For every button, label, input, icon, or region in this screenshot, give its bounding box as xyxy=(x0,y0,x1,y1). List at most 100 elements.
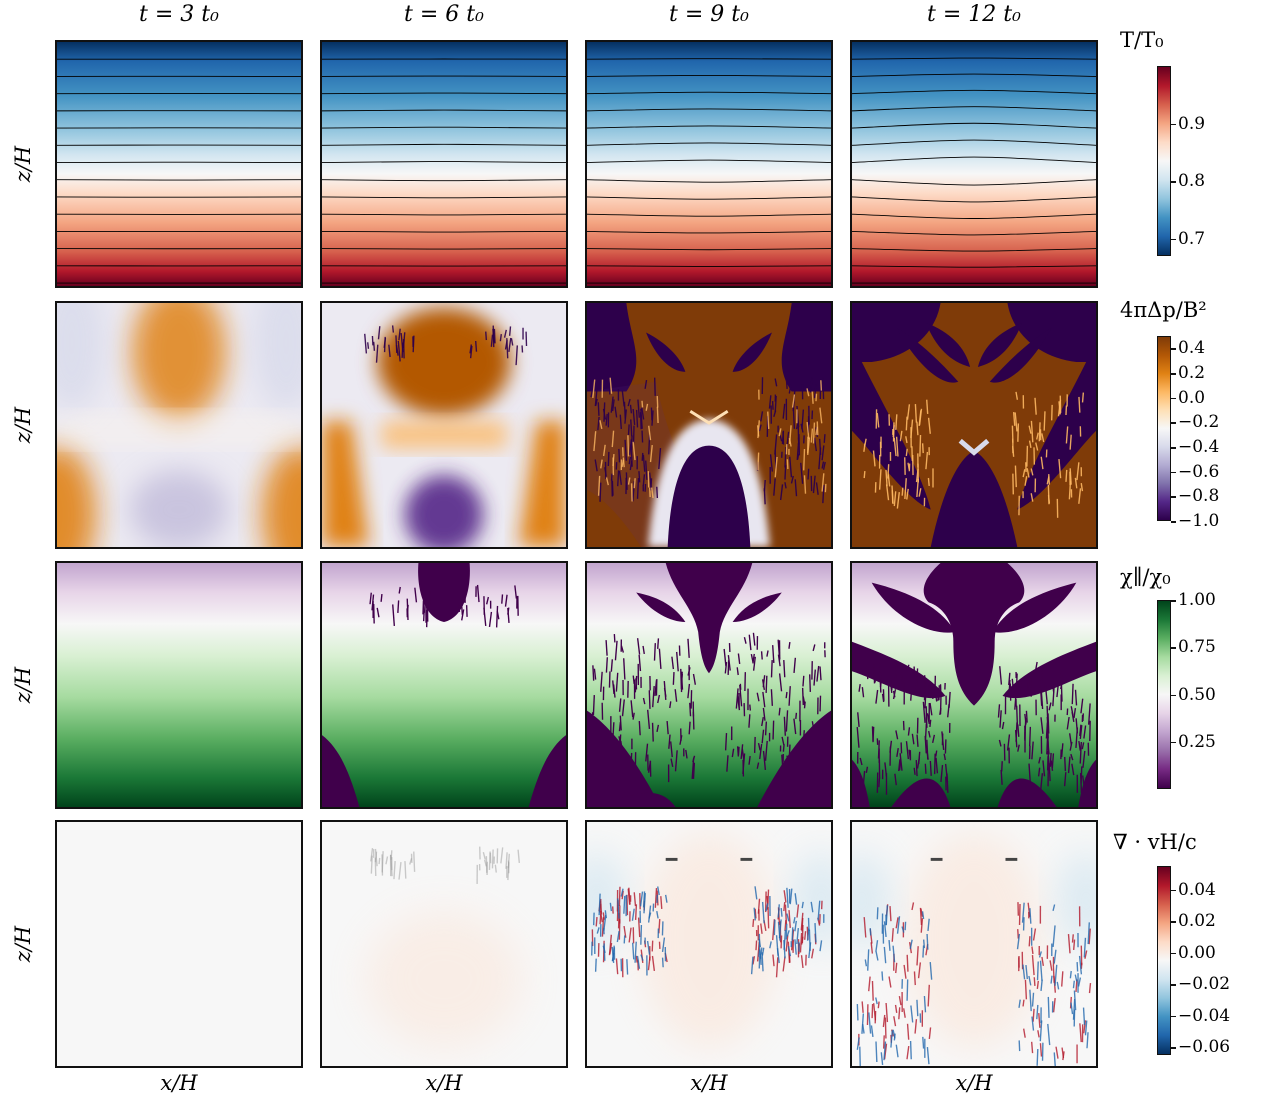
colorbar-tick-label: −0.6 xyxy=(1178,461,1220,482)
colorbar-pressure-anisotropy xyxy=(1157,336,1171,521)
colorbar-tick-label: −0.06 xyxy=(1178,1037,1231,1058)
colorbar-tick xyxy=(1171,600,1176,602)
heatmap-panel-divergence-t1 xyxy=(55,820,303,1068)
temperature-contour xyxy=(322,109,566,112)
xlabel-col-3: x/H xyxy=(690,1071,728,1095)
colorbar-tick-label: −0.02 xyxy=(1178,974,1231,995)
temperature-contour xyxy=(322,196,566,199)
xlabel-col-4: x/H xyxy=(955,1071,993,1095)
temperature-contour xyxy=(322,143,566,146)
colorbar-tick xyxy=(1171,921,1176,923)
colorbar-tick xyxy=(1171,181,1176,183)
heatmap-panel-temperature-t2 xyxy=(320,40,568,288)
temperature-contour xyxy=(587,159,831,163)
colorbar-tick xyxy=(1171,647,1176,649)
temperature-contour xyxy=(852,196,1096,203)
heatmap-panel-divergence-t4 xyxy=(850,820,1098,1068)
colorbar-tick xyxy=(1171,422,1176,424)
heatmap-temperature-4 xyxy=(852,42,1096,286)
heatmap-pressure-anisotropy-3 xyxy=(587,303,831,547)
temperature-contour xyxy=(587,74,831,77)
temperature-contour xyxy=(587,108,831,112)
heatmap-panel-conductivity-t4 xyxy=(850,561,1098,809)
temperature-contour xyxy=(587,58,831,60)
column-title-2: t = 6 t₀ xyxy=(404,2,484,27)
heatmap-pressure-anisotropy-2 xyxy=(322,303,566,547)
colorbar-tick-label: 0.50 xyxy=(1178,684,1216,705)
temperature-contour xyxy=(322,92,566,95)
heatmap-temperature-3 xyxy=(587,42,831,286)
heatmap-divergence-2 xyxy=(322,822,566,1066)
temperature-contour xyxy=(852,230,1096,236)
colorbar-tick-label: −0.2 xyxy=(1178,412,1220,433)
colorbar-tick xyxy=(1171,694,1176,696)
temperature-contour xyxy=(587,230,831,234)
temperature-contour xyxy=(322,179,566,182)
temperature-contour xyxy=(322,126,566,129)
colorbar-tick-label: 0.25 xyxy=(1178,731,1216,752)
temperature-contour xyxy=(587,91,831,95)
colorbar-title-divergence: ∇ · vH/c xyxy=(1113,830,1197,854)
colorbar-tick-label: 0.7 xyxy=(1178,228,1206,249)
heatmap-panel-pressure-anisotropy-t2 xyxy=(320,301,568,549)
temperature-contour xyxy=(852,248,1096,252)
colorbar-tick xyxy=(1171,496,1176,498)
colorbar-tick xyxy=(1171,952,1176,955)
colorbar-tick-label: −0.4 xyxy=(1178,437,1220,457)
colorbar-tick xyxy=(1171,1047,1176,1049)
temperature-contour xyxy=(852,57,1096,60)
ylabel-row-4: z/H xyxy=(11,925,36,963)
colorbar-title-conductivity: χ∥/χ₀ xyxy=(1120,565,1171,589)
temperature-contour xyxy=(852,89,1096,95)
heatmap-conductivity-2 xyxy=(322,563,566,807)
colorbar-tick xyxy=(1171,348,1176,350)
colorbar-tick-label: −0.04 xyxy=(1178,1005,1231,1026)
colorbar-tick xyxy=(1171,741,1176,744)
colorbar-tick-label: 0.2 xyxy=(1178,363,1206,383)
ylabel-row-2: z/H xyxy=(11,406,36,444)
colorbar-tick-label: −0.8 xyxy=(1178,486,1220,507)
temperature-contour xyxy=(852,265,1096,268)
heatmap-panel-divergence-t3 xyxy=(585,820,833,1068)
colorbar-tick xyxy=(1171,984,1176,986)
temperature-contour xyxy=(852,179,1096,186)
heatmap-pressure-anisotropy-4 xyxy=(852,303,1096,547)
xlabel-col-1: x/H xyxy=(160,1071,198,1095)
heatmap-panel-pressure-anisotropy-t3 xyxy=(585,301,833,549)
colorbar-tick xyxy=(1171,471,1176,474)
temperature-contour xyxy=(587,179,831,183)
colorbar-tick xyxy=(1171,1015,1176,1018)
heatmap-panel-conductivity-t2 xyxy=(320,561,568,809)
colorbar-divergence xyxy=(1157,866,1171,1055)
colorbar-title-pressure-anisotropy: 4πΔp/B² xyxy=(1120,298,1207,322)
colorbar-tick xyxy=(1171,123,1176,126)
heatmap-panel-conductivity-t1 xyxy=(55,561,303,809)
colorbar-tick xyxy=(1171,447,1176,449)
temperature-contour xyxy=(587,213,831,217)
colorbar-tick xyxy=(1171,238,1176,241)
heatmap-panel-divergence-t2 xyxy=(320,820,568,1068)
column-title-4: t = 12 t₀ xyxy=(927,2,1021,27)
temperature-contour xyxy=(322,161,566,163)
colorbar-tick xyxy=(1171,373,1176,375)
temperature-contour xyxy=(852,106,1096,112)
temperature-contour xyxy=(587,196,831,200)
temperature-contour xyxy=(587,125,831,129)
temperature-contour xyxy=(587,265,831,267)
ylabel-row-1: z/H xyxy=(11,145,36,183)
temperature-contour xyxy=(587,248,831,251)
colorbar-tick-label: 0.02 xyxy=(1178,911,1216,932)
colorbar-title-temperature: T/T₀ xyxy=(1120,28,1164,52)
heatmap-conductivity-4 xyxy=(852,563,1096,807)
colorbar-tick-label: 0.00 xyxy=(1178,942,1216,963)
heatmap-panel-conductivity-t3 xyxy=(585,561,833,809)
heatmap-temperature-2 xyxy=(322,42,566,286)
heatmap-divergence-1 xyxy=(57,822,301,1066)
heatmap-panel-pressure-anisotropy-t1 xyxy=(55,301,303,549)
colorbar-tick-label: −1.0 xyxy=(1178,511,1220,531)
temperature-contour xyxy=(852,73,1096,77)
temperature-contour xyxy=(587,142,831,146)
colorbar-tick-label: 0.4 xyxy=(1178,338,1206,359)
heatmap-pressure-anisotropy-1 xyxy=(57,303,301,547)
temperature-contour xyxy=(322,213,566,216)
